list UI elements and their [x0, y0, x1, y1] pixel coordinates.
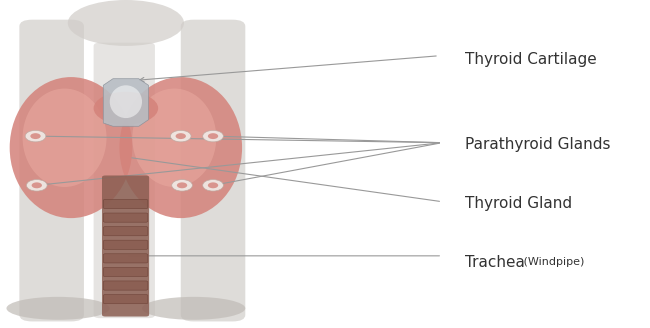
Text: (Windpipe): (Windpipe) — [519, 257, 584, 267]
Ellipse shape — [27, 179, 47, 191]
FancyBboxPatch shape — [20, 20, 84, 321]
Ellipse shape — [31, 133, 41, 139]
Ellipse shape — [177, 182, 187, 188]
Text: Trachea: Trachea — [465, 255, 525, 270]
FancyBboxPatch shape — [103, 295, 148, 304]
FancyBboxPatch shape — [181, 20, 245, 321]
FancyBboxPatch shape — [103, 227, 148, 236]
Ellipse shape — [25, 130, 46, 142]
Ellipse shape — [68, 0, 184, 46]
Ellipse shape — [133, 89, 216, 187]
Ellipse shape — [170, 130, 191, 142]
FancyBboxPatch shape — [103, 254, 148, 263]
FancyBboxPatch shape — [103, 267, 148, 277]
Ellipse shape — [10, 77, 133, 218]
Text: Parathyroid Glands: Parathyroid Glands — [465, 137, 610, 152]
Ellipse shape — [120, 77, 242, 218]
Polygon shape — [103, 79, 148, 126]
FancyBboxPatch shape — [102, 175, 149, 317]
Text: Thyroid Cartilage: Thyroid Cartilage — [465, 51, 597, 67]
Ellipse shape — [110, 85, 142, 118]
Ellipse shape — [172, 179, 192, 191]
Ellipse shape — [176, 133, 186, 139]
Ellipse shape — [23, 89, 107, 187]
Ellipse shape — [203, 130, 224, 142]
FancyBboxPatch shape — [103, 213, 148, 222]
Ellipse shape — [6, 297, 110, 320]
FancyBboxPatch shape — [103, 240, 148, 249]
Ellipse shape — [142, 297, 245, 320]
Ellipse shape — [208, 133, 218, 139]
Ellipse shape — [203, 179, 224, 191]
Ellipse shape — [32, 182, 42, 188]
Text: Thyroid Gland: Thyroid Gland — [465, 196, 572, 211]
FancyBboxPatch shape — [103, 199, 148, 209]
FancyBboxPatch shape — [94, 43, 155, 318]
Ellipse shape — [208, 182, 218, 188]
Ellipse shape — [94, 92, 158, 125]
FancyBboxPatch shape — [103, 281, 148, 290]
